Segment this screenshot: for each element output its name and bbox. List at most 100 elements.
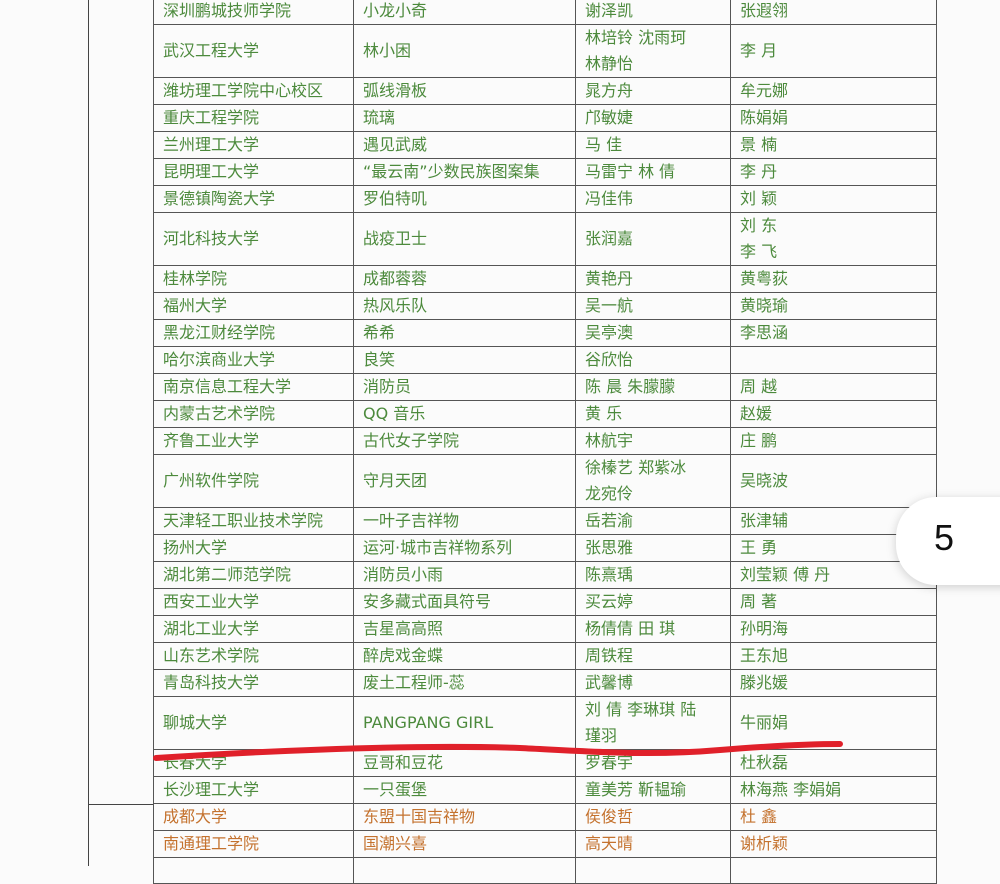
work-title-cell: 热风乐队: [353, 292, 576, 320]
page-number-badge[interactable]: 5: [896, 497, 1000, 585]
authors-cell: 罗春宇: [575, 749, 731, 777]
advisor-cell: 李思涵: [730, 319, 937, 347]
advisor-cell: 王东旭: [730, 642, 937, 670]
school-cell: 长春大学: [153, 749, 354, 777]
table-row: 长沙理工大学 一只蛋堡 童美芳 靳韫瑜 林海燕 李娟娟: [153, 776, 937, 804]
table-row: 聊城大学 PANGPANG GIRL 刘 倩 李琳琪 陆 瑾羽 牛丽娟: [153, 696, 937, 750]
table-row: 南京信息工程大学 消防员陈 晨 朱朦朦周 越: [153, 373, 937, 401]
school-cell: 河北科技大学: [153, 212, 354, 266]
table-row: 扬州大学 运河·城市吉祥物系列 张思雅王 勇: [153, 534, 937, 562]
authors-cell: 张润嘉: [575, 212, 731, 266]
authors-cell: [575, 857, 731, 884]
work-title-cell: 运河·城市吉祥物系列: [353, 534, 576, 562]
school-cell: 湖北第二师范学院: [153, 561, 354, 589]
school-cell: 南通理工学院: [153, 830, 354, 858]
work-title-cell: 琉璃: [353, 104, 576, 132]
work-title-cell: 良笑: [353, 346, 576, 374]
school-cell: 扬州大学: [153, 534, 354, 562]
authors-cell: 岳若渝: [575, 507, 731, 535]
work-title-cell: 希希: [353, 319, 576, 347]
work-title-cell: 小龙小奇: [353, 0, 576, 25]
authors-cell: 马雷宁 林 倩: [575, 158, 731, 186]
table-row: 福州大学 热风乐队 吴一航 黄晓瑜: [153, 292, 937, 320]
award-table: 深圳鹏城技师学院 小龙小奇 谢泽凯 张遐翎 武汉工程大学 林小困 林培铃 沈雨珂 林静怡李 …: [153, 0, 937, 884]
table-row: 桂林学院 成都蓉蓉 黄艳丹 黄粤荻: [153, 265, 937, 293]
advisor-cell: 庄 鹏: [730, 427, 937, 455]
advisor-cell: 孙明海: [730, 615, 937, 643]
work-title-cell: 成都蓉蓉: [353, 265, 576, 293]
page-number: 5: [934, 517, 955, 558]
work-title-cell: 东盟十国吉祥物: [353, 803, 576, 831]
authors-cell: 张思雅: [575, 534, 731, 562]
advisor-cell: 刘 颖: [730, 185, 937, 213]
authors-cell: 吴亭澳: [575, 319, 731, 347]
work-title-cell: [353, 857, 576, 884]
school-cell: 桂林学院: [153, 265, 354, 293]
table-row: 景德镇陶瓷大学 罗伯特叽 冯佳伟刘 颖: [153, 185, 937, 213]
authors-cell: 杨倩倩 田 琪: [575, 615, 731, 643]
school-cell: 武汉工程大学: [153, 24, 354, 78]
table-row: 湖北第二师范学院 消防员小雨 陈熹瑀 刘莹颖 傅 丹: [153, 561, 937, 589]
school-cell: 兰州理工大学: [153, 131, 354, 159]
work-title-cell: PANGPANG GIRL: [353, 696, 576, 750]
school-cell: 齐鲁工业大学: [153, 427, 354, 455]
authors-cell: 吴一航: [575, 292, 731, 320]
authors-cell: 晁方舟: [575, 77, 731, 105]
table-row: 西安工业大学 安多藏式面具符号 买云婷周 著: [153, 588, 937, 616]
work-title-cell: 古代女子学院: [353, 427, 576, 455]
work-title-cell: 安多藏式面具符号: [353, 588, 576, 616]
advisor-cell: 黄粤荻: [730, 265, 937, 293]
authors-cell: 黄 乐: [575, 400, 731, 428]
advisor-cell: [730, 857, 937, 884]
advisor-cell: [730, 346, 937, 374]
advisor-cell: 杜秋磊: [730, 749, 937, 777]
table-row: 山东艺术学院 醉虎戏金蝶 周铁程 王东旭: [153, 642, 937, 670]
table-row: 昆明理工大学 “最云南”少数民族图案集 马雷宁 林 倩李 丹: [153, 158, 937, 186]
table-row: 广州软件学院 守月天团 徐榛艺 郑紫冰 龙宛伶 吴晓波: [153, 454, 937, 508]
work-title-cell: 遇见武威: [353, 131, 576, 159]
table-row: 齐鲁工业大学 古代女子学院 林航宇庄 鹏: [153, 427, 937, 455]
outer-table-border: [88, 0, 89, 866]
table-row: 南通理工学院 国潮兴喜 高天晴 谢析颖: [153, 830, 937, 858]
school-cell: 重庆工程学院: [153, 104, 354, 132]
work-title-cell: 战疫卫士: [353, 212, 576, 266]
authors-cell: 周铁程: [575, 642, 731, 670]
school-cell: 聊城大学: [153, 696, 354, 750]
work-title-cell: 罗伯特叽: [353, 185, 576, 213]
advisor-cell: 牟元娜: [730, 77, 937, 105]
school-cell: 哈尔滨商业大学: [153, 346, 354, 374]
table-row: 成都大学 东盟十国吉祥物 侯俊哲杜 鑫: [153, 803, 937, 831]
table-row: 潍坊理工学院中心校区 弧线滑板 晁方舟 牟元娜: [153, 77, 937, 105]
table-row: 内蒙古艺术学院 QQ 音乐黄 乐赵媛: [153, 400, 937, 428]
advisor-cell: 滕兆媛: [730, 669, 937, 697]
table-row: 长春大学 豆哥和豆花 罗春宇 杜秋磊: [153, 749, 937, 777]
work-title-cell: 一只蛋堡: [353, 776, 576, 804]
school-cell: 山东艺术学院: [153, 642, 354, 670]
advisor-cell: 林海燕 李娟娟: [730, 776, 937, 804]
work-title-cell: QQ 音乐: [353, 400, 576, 428]
work-title-cell: “最云南”少数民族图案集: [353, 158, 576, 186]
school-cell: [153, 857, 354, 884]
advisor-cell: 李 丹: [730, 158, 937, 186]
advisor-cell: 张遐翎: [730, 0, 937, 25]
school-cell: 成都大学: [153, 803, 354, 831]
advisor-cell: 黄晓瑜: [730, 292, 937, 320]
table-row: 黑龙江财经学院 希希 吴亭澳 李思涵: [153, 319, 937, 347]
table-row: 武汉工程大学 林小困 林培铃 沈雨珂 林静怡李 月: [153, 24, 937, 78]
work-title-cell: 吉星高高照: [353, 615, 576, 643]
advisor-cell: 赵媛: [730, 400, 937, 428]
authors-cell: 徐榛艺 郑紫冰 龙宛伶: [575, 454, 731, 508]
advisor-cell: 周 著: [730, 588, 937, 616]
school-cell: 天津轻工职业技术学院: [153, 507, 354, 535]
school-cell: 深圳鹏城技师学院: [153, 0, 354, 25]
school-cell: 潍坊理工学院中心校区: [153, 77, 354, 105]
work-title-cell: 国潮兴喜: [353, 830, 576, 858]
work-title-cell: 弧线滑板: [353, 77, 576, 105]
authors-cell: 陈熹瑀: [575, 561, 731, 589]
authors-cell: 刘 倩 李琳琪 陆 瑾羽: [575, 696, 731, 750]
school-cell: 广州软件学院: [153, 454, 354, 508]
advisor-cell: 牛丽娟: [730, 696, 937, 750]
authors-cell: 谢泽凯: [575, 0, 731, 25]
table-row: 湖北工业大学 吉星高高照 杨倩倩 田 琪孙明海: [153, 615, 937, 643]
authors-cell: 童美芳 靳韫瑜: [575, 776, 731, 804]
